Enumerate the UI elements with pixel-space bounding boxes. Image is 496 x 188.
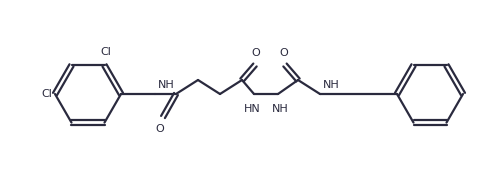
Text: O: O bbox=[156, 124, 164, 134]
Text: NH: NH bbox=[272, 104, 288, 114]
Text: O: O bbox=[280, 48, 288, 58]
Text: O: O bbox=[251, 48, 260, 58]
Text: HN: HN bbox=[244, 104, 260, 114]
Text: NH: NH bbox=[158, 80, 175, 90]
Text: Cl: Cl bbox=[41, 89, 52, 99]
Text: Cl: Cl bbox=[100, 47, 111, 57]
Text: NH: NH bbox=[323, 80, 340, 90]
